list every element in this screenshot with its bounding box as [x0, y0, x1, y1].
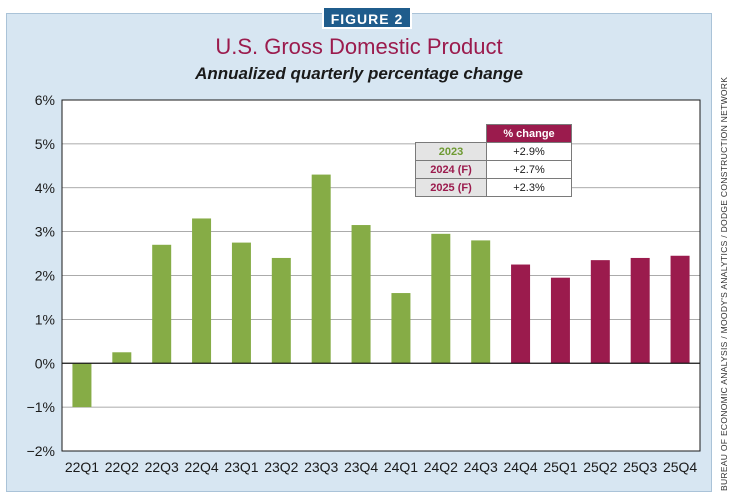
x-tick-label: 23Q3 — [304, 459, 338, 475]
legend-year: 2024 (F) — [415, 160, 487, 179]
legend-row: 2025 (F) +2.3% — [415, 178, 572, 197]
y-tick-label: −1% — [27, 399, 55, 415]
annual-change-table: % change 2023 +2.9% 2024 (F) +2.7% 2025 … — [415, 124, 572, 197]
x-tick-label: 24Q4 — [503, 459, 537, 475]
x-tick-label: 22Q4 — [184, 459, 218, 475]
bar-24q1 — [391, 293, 411, 364]
x-tick-label: 25Q1 — [543, 459, 577, 475]
x-tick-label: 25Q2 — [583, 459, 617, 475]
chart-subtitle: Annualized quarterly percentage change — [195, 64, 523, 83]
x-tick-label: 24Q1 — [384, 459, 418, 475]
legend-year: 2025 (F) — [415, 178, 487, 197]
bar-24q2 — [431, 233, 451, 364]
bar-22q4 — [192, 218, 212, 364]
x-tick-label: 23Q2 — [264, 459, 298, 475]
y-tick-label: 4% — [35, 180, 55, 196]
legend-value: +2.7% — [486, 160, 572, 179]
x-tick-label: 22Q3 — [145, 459, 179, 475]
bar-24q3 — [471, 240, 491, 364]
bar-23q2 — [271, 257, 291, 364]
x-tick-label: 25Q3 — [623, 459, 657, 475]
x-tick-label: 24Q2 — [424, 459, 458, 475]
y-tick-label: 3% — [35, 224, 55, 240]
plot-border — [61, 99, 701, 452]
y-tick-label: 6% — [35, 92, 55, 108]
bar-23q1 — [231, 242, 251, 364]
y-tick-label: −2% — [27, 443, 55, 459]
x-tick-label: 25Q4 — [663, 459, 697, 475]
bar-22q3 — [152, 244, 172, 364]
x-tick-label: 22Q2 — [105, 459, 139, 475]
x-tick-label: 24Q3 — [464, 459, 498, 475]
legend-corner — [416, 125, 487, 143]
x-tick-label: 23Q4 — [344, 459, 378, 475]
figure-badge: FIGURE 2 — [322, 6, 412, 29]
legend-row: 2024 (F) +2.7% — [415, 160, 572, 179]
x-tick-label: 22Q1 — [65, 459, 99, 475]
bar-22q2 — [112, 352, 132, 364]
x-tick-label: 23Q1 — [224, 459, 258, 475]
legend-value: +2.9% — [486, 142, 572, 161]
chart-title: U.S. Gross Domestic Product — [215, 34, 503, 59]
legend-year: 2023 — [415, 142, 487, 161]
y-tick-label: 5% — [35, 136, 55, 152]
bar-25q2 — [590, 260, 610, 364]
legend-row: 2023 +2.9% — [415, 142, 572, 161]
bar-25q1 — [550, 277, 570, 364]
source-note: BUREAU OF ECONOMIC ANALYSIS / MOODY'S AN… — [719, 76, 729, 491]
bar-25q3 — [630, 257, 650, 364]
y-tick-label: 0% — [35, 355, 55, 371]
y-tick-label: 1% — [35, 311, 55, 327]
bar-22q1 — [72, 363, 92, 408]
y-tick-label: 2% — [35, 268, 55, 284]
bar-23q4 — [351, 225, 371, 364]
bar-24q4 — [511, 264, 531, 364]
bar-25q4 — [670, 255, 690, 364]
legend-header: % change — [486, 124, 572, 143]
bar-23q3 — [311, 174, 331, 364]
legend-value: +2.3% — [486, 178, 572, 197]
